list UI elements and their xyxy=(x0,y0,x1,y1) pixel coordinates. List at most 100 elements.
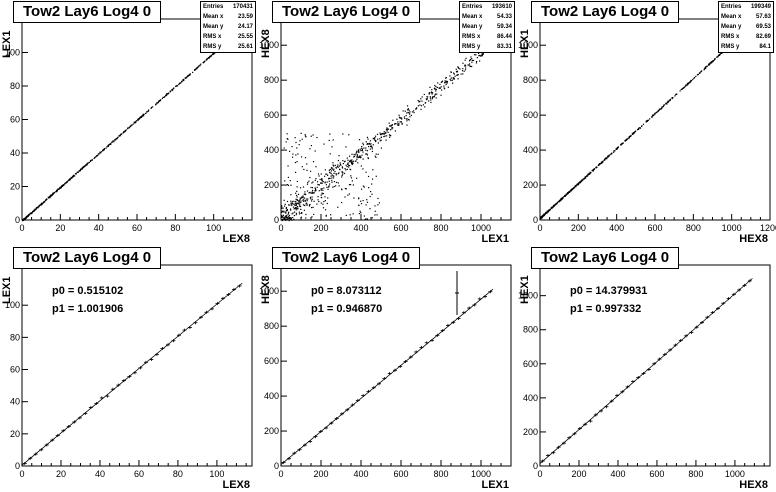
scatter-point xyxy=(386,130,388,132)
y-tick-label: 800 xyxy=(264,321,279,331)
scatter-point xyxy=(679,90,681,92)
scatter-point xyxy=(369,143,371,145)
scatter-point xyxy=(456,70,459,72)
scatter-point xyxy=(111,141,113,143)
scatter-point xyxy=(368,143,370,145)
stats-row: Entries 193610 xyxy=(460,2,514,12)
stats-box: Entries 193610 Mean x 54.33 Mean y 59.34 RMS x… xyxy=(459,1,515,53)
scatter-point xyxy=(689,81,692,83)
scatter-point xyxy=(284,216,286,218)
scatter-point xyxy=(140,116,142,118)
scatter-point xyxy=(321,193,323,195)
stats-row: Mean x 54.33 xyxy=(460,12,514,22)
scatter-point xyxy=(83,165,86,167)
plot-title: Tow2 Lay6 Log4 0 xyxy=(272,1,421,23)
scatter-point xyxy=(457,66,459,69)
y-tick-label: 80 xyxy=(10,332,20,342)
scatter-point xyxy=(359,155,361,157)
scatter-point xyxy=(686,84,688,86)
x-tick-label: 1000 xyxy=(471,223,491,233)
stats-row: Mean y 59.34 xyxy=(460,22,514,32)
scatter-point xyxy=(358,213,360,215)
scatter-point xyxy=(552,206,554,208)
scatter-point xyxy=(453,78,455,80)
scatter-point xyxy=(441,80,444,82)
scatter-point xyxy=(569,190,571,192)
scatter-point xyxy=(348,160,351,163)
scatter-point xyxy=(155,104,157,106)
scatter-point xyxy=(356,177,358,179)
plot-area: 0 200 400 600 800 1000 0 200 400 600 800 1000 xyxy=(259,18,512,233)
scatter-point xyxy=(688,82,690,84)
scatter-point xyxy=(431,89,433,91)
scatter-point xyxy=(132,123,134,125)
scatter-point xyxy=(407,118,410,121)
scatter-point xyxy=(439,87,441,90)
scatter-point xyxy=(51,194,53,196)
scatter-point xyxy=(299,197,301,199)
scatter-point xyxy=(156,102,158,104)
x-tick-label: 1000 xyxy=(722,223,742,233)
scatter-point xyxy=(310,200,313,202)
scatter-point xyxy=(435,85,437,88)
scatter-point xyxy=(296,202,298,204)
stats-row: RMS y 83.31 xyxy=(460,42,514,52)
scatter-point xyxy=(322,203,324,205)
scatter-point xyxy=(288,217,290,219)
scatter-point xyxy=(417,105,419,107)
scatter-point xyxy=(286,209,288,212)
scatter-point xyxy=(335,174,337,176)
scatter-point xyxy=(305,204,307,206)
scatter-point xyxy=(420,108,422,110)
scatter-point xyxy=(358,156,360,158)
scatter-point xyxy=(298,201,300,203)
scatter-point xyxy=(314,179,316,181)
scatter-point xyxy=(186,76,188,78)
scatter-point xyxy=(445,81,447,83)
scatter-point xyxy=(125,129,127,131)
scatter-point xyxy=(195,68,197,70)
scatter-point xyxy=(371,146,373,149)
scatter-point xyxy=(150,107,152,109)
scatter-point xyxy=(329,177,331,180)
scatter-point xyxy=(358,204,360,206)
y-tick-label: 200 xyxy=(523,180,538,190)
scatter-point xyxy=(303,204,306,207)
scatter-point xyxy=(393,123,396,125)
scatter-point xyxy=(146,111,148,113)
y-tick-label: 600 xyxy=(264,110,279,120)
scatter-point xyxy=(295,198,297,200)
scatter-point xyxy=(671,97,673,99)
scatter-point xyxy=(415,108,418,110)
scatter-point xyxy=(414,108,417,110)
scatter-point xyxy=(97,154,99,156)
scatter-point xyxy=(128,126,131,128)
scatter-point xyxy=(371,148,373,150)
scatter-point xyxy=(588,173,591,175)
scatter-point xyxy=(444,80,446,82)
scatter-point xyxy=(212,53,214,55)
scatter-point xyxy=(324,182,326,184)
scatter-point xyxy=(293,208,295,210)
scatter-point xyxy=(638,128,640,130)
scatter-point xyxy=(158,100,160,102)
scatter-point xyxy=(326,181,328,183)
scatter-point xyxy=(462,73,464,75)
scatter-point xyxy=(706,65,708,68)
scatter-point xyxy=(350,160,352,162)
scatter-point xyxy=(426,96,428,98)
scatter-point xyxy=(549,208,551,210)
scatter-point xyxy=(72,176,74,178)
scatter-point xyxy=(392,119,394,121)
scatter-point xyxy=(295,201,297,203)
scatter-point xyxy=(61,185,63,187)
y-tick-label: 60 xyxy=(10,365,20,375)
scatter-point xyxy=(44,201,46,203)
scatter-point xyxy=(714,58,716,60)
scatter-point xyxy=(281,211,283,214)
scatter-point xyxy=(324,181,326,183)
plot-area: 0 200 400 600 800 1000 0 200 400 600 800 1000 xyxy=(259,264,512,479)
scatter-point xyxy=(419,104,421,106)
plot-pad-2: 0 200 400 600 800 1000 0 200 400 600 800 1000 Tow2 L… xyxy=(259,0,517,246)
